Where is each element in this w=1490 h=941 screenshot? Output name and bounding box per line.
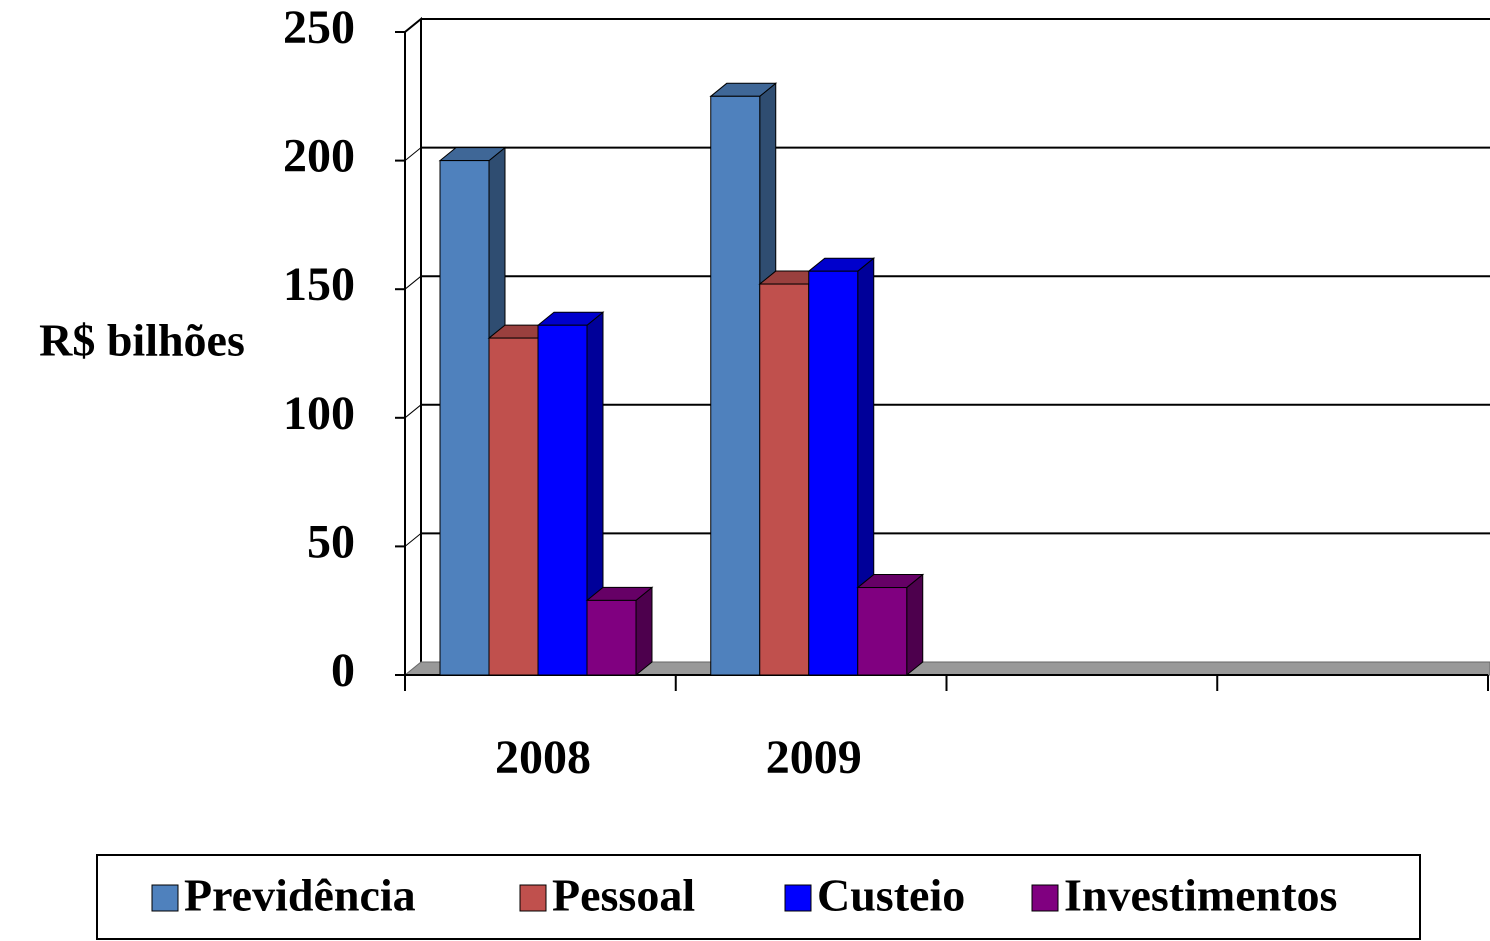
x-tick-label: 2008 xyxy=(495,731,591,784)
bar-front xyxy=(537,324,588,676)
legend-label: Previdência xyxy=(184,870,416,921)
y-tick-label: 100 xyxy=(283,387,355,440)
y-tick-label: 0 xyxy=(331,644,355,697)
bar xyxy=(807,257,876,677)
back-wall xyxy=(404,16,422,675)
bar xyxy=(536,311,605,677)
bar-front xyxy=(586,599,637,676)
y-tick-label: 200 xyxy=(283,130,355,183)
legend-box xyxy=(96,854,1421,940)
bar xyxy=(585,586,654,677)
bar-front xyxy=(439,160,490,676)
legend-swatch xyxy=(151,884,179,912)
bar-front xyxy=(759,283,810,676)
grid-line-diag xyxy=(404,147,422,161)
bar-front xyxy=(710,95,761,676)
x-tick-label: 2009 xyxy=(766,731,862,784)
y-tick-label: 150 xyxy=(283,258,355,311)
grid-line-diag xyxy=(404,533,422,547)
legend-swatch xyxy=(519,884,547,912)
legend-swatch xyxy=(784,884,812,912)
grid-line-diag xyxy=(404,404,422,419)
bar-front xyxy=(488,337,539,676)
legend-swatch xyxy=(1031,884,1059,912)
y-tick-label: 50 xyxy=(307,515,355,568)
bar-front xyxy=(808,270,859,676)
y-tick-label: 250 xyxy=(283,1,355,54)
bar xyxy=(856,573,925,677)
grid-line-diag xyxy=(404,18,422,33)
grid-line-diag xyxy=(404,275,422,290)
bar-front xyxy=(857,587,908,676)
y-axis-label: R$ bilhões xyxy=(39,315,245,366)
bar-side xyxy=(906,573,924,677)
legend-label: Custeio xyxy=(817,870,965,921)
legend-label: Pessoal xyxy=(552,870,695,921)
bar-side xyxy=(635,586,653,677)
legend-label: Investimentos xyxy=(1064,870,1337,921)
